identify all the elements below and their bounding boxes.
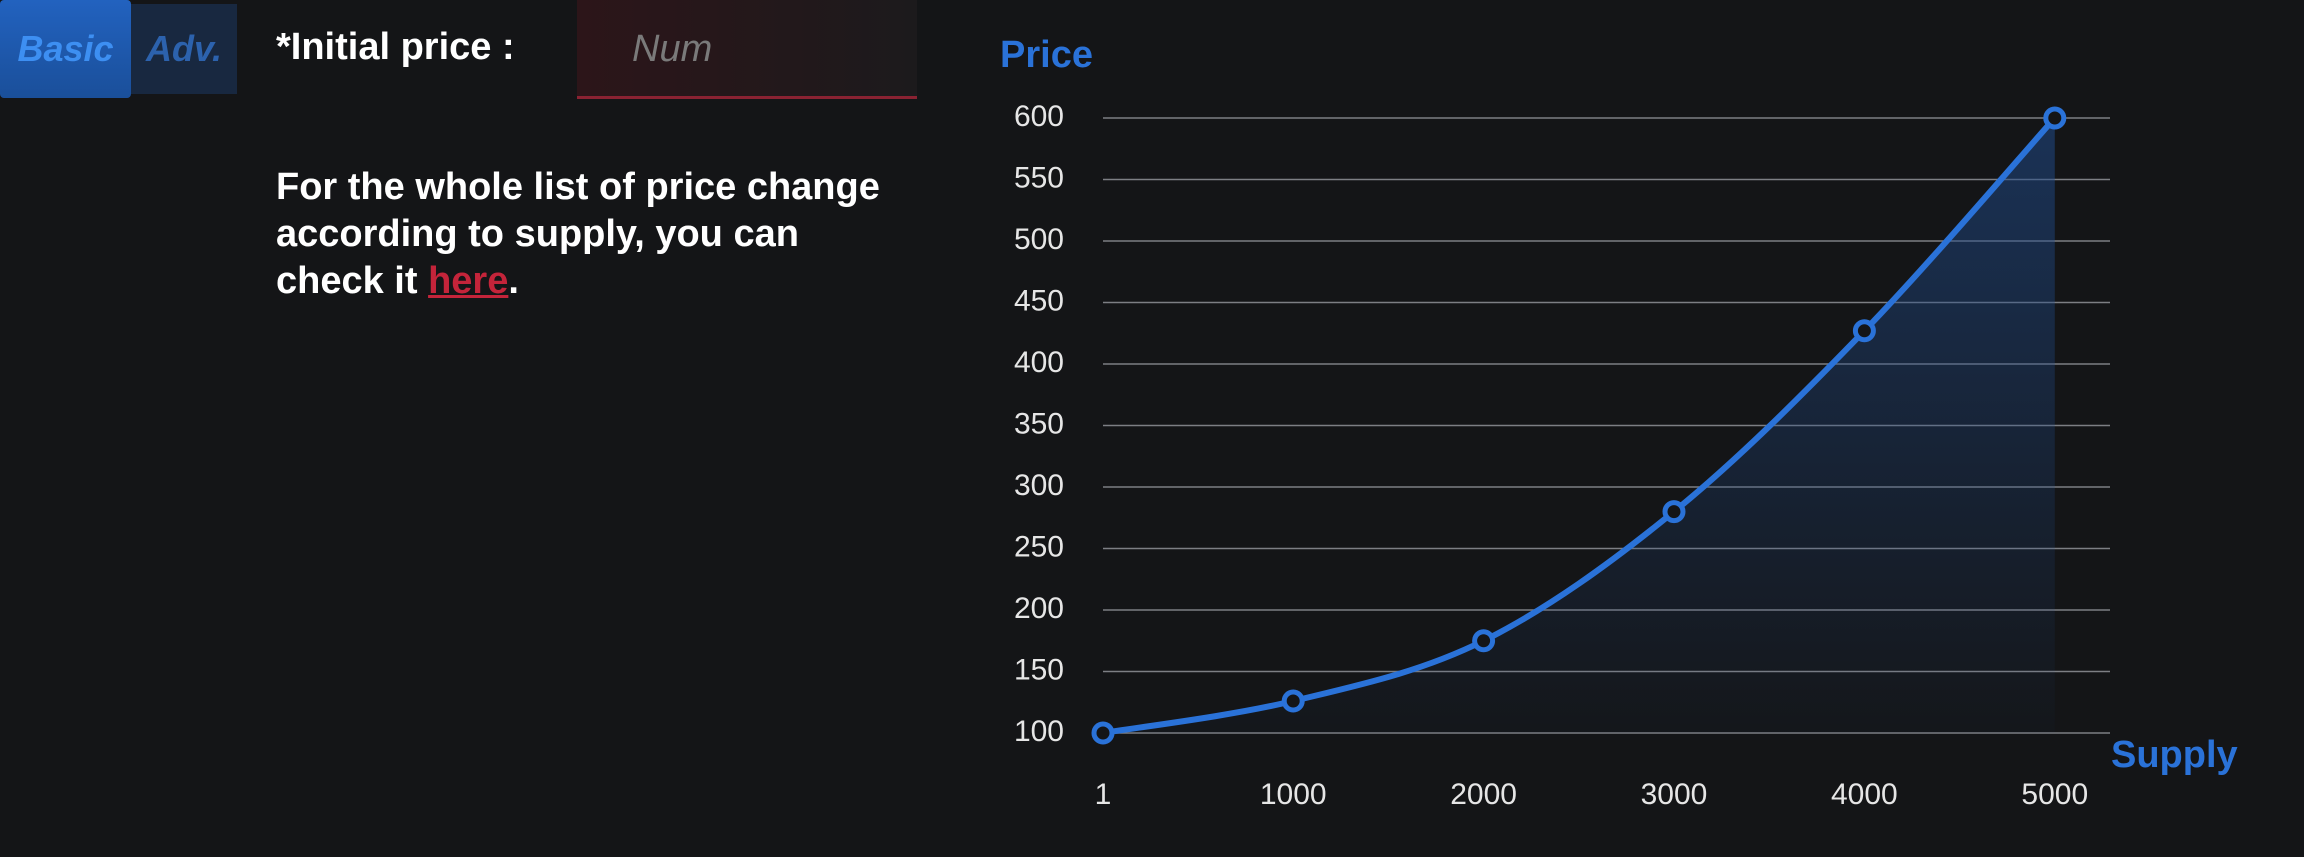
point (1662, 500, 1686, 524)
placeholder: Num (632, 28, 713, 70)
point (1472, 629, 1496, 653)
x-tick-label: 2000 (1450, 778, 1517, 811)
area (1103, 118, 2055, 733)
link[interactable]: here (428, 260, 509, 302)
y-tick-label: 350 (1014, 407, 1064, 440)
y-tick-label: 500 (1014, 223, 1064, 256)
y-tick-label: 450 (1014, 284, 1064, 317)
y-axis-label: Price (1000, 34, 1093, 76)
tab-basic[interactable]: Basic (0, 0, 131, 98)
y-tick-label: 550 (1014, 161, 1064, 194)
y-tick-label: 300 (1014, 469, 1064, 502)
note-end: . (508, 260, 519, 302)
point (1852, 319, 1876, 343)
note-text: For the whole list of price change accor… (276, 166, 880, 302)
point (1281, 689, 1305, 713)
x-tick-label: 5000 (2021, 778, 2088, 811)
y-tick-label: 250 (1014, 530, 1064, 563)
y-tick-label: 150 (1014, 653, 1064, 686)
y-tick-label: 400 (1014, 346, 1064, 379)
x-tick-label: 1000 (1260, 778, 1327, 811)
field-label: *Initial price : (276, 26, 515, 68)
y-tick-label: 600 (1014, 100, 1064, 133)
price-input[interactable]: Num (577, 0, 917, 99)
x-tick-label: 1 (1095, 778, 1112, 811)
note: For the whole list of price change accor… (276, 164, 916, 305)
tab-advanced[interactable]: Adv. (131, 4, 237, 94)
x-tick-label: 4000 (1831, 778, 1898, 811)
y-tick-label: 200 (1014, 592, 1064, 625)
point (2043, 106, 2067, 130)
point (1091, 721, 1115, 745)
x-tick-label: 3000 (1641, 778, 1708, 811)
y-tick-label: 100 (1014, 715, 1064, 748)
x-axis-label: Supply (2111, 734, 2238, 776)
